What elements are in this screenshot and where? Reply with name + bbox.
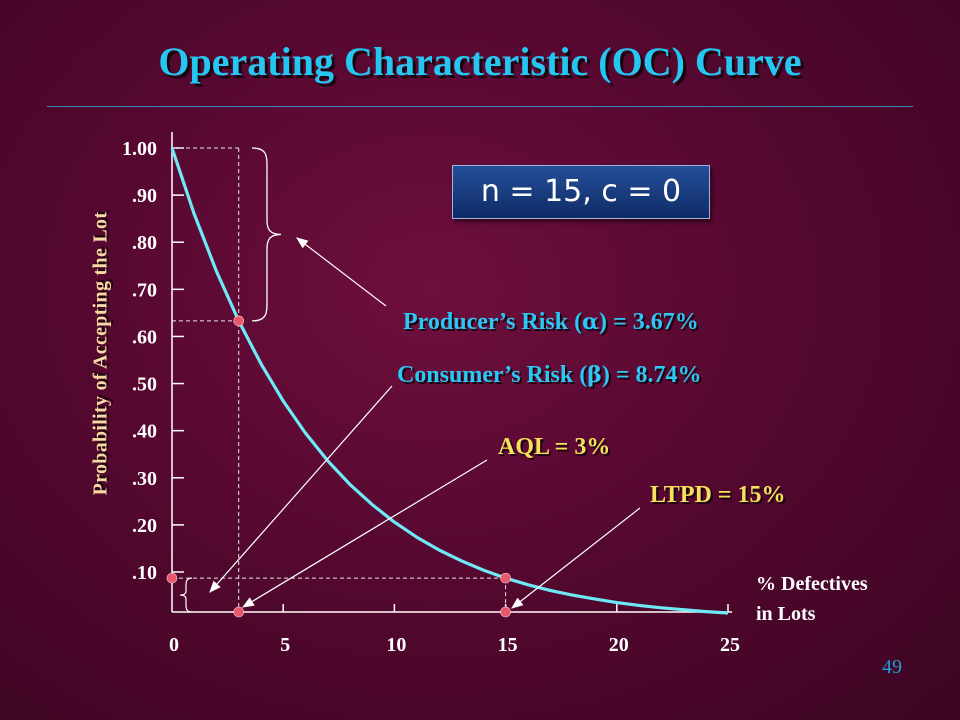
- y-tick-label: 1.00: [122, 138, 157, 160]
- consumers-risk-arrow: [209, 385, 393, 593]
- x-tick-label: 10: [386, 634, 406, 656]
- x-tick-label: 20: [609, 634, 629, 656]
- page-number: 49: [882, 656, 902, 678]
- data-marker: [233, 315, 245, 327]
- alpha-symbol: α: [582, 309, 600, 335]
- oc-curve-line: [170, 147, 729, 615]
- x-axis-label: % Defectives in Lots: [756, 569, 868, 629]
- title-divider: [47, 106, 913, 107]
- y-tick-label: .80: [132, 232, 157, 254]
- producers-risk-arrow: [296, 237, 387, 307]
- producers-risk-annotation: Producer’s Risk (α) = 3.67%: [403, 309, 699, 336]
- producers-risk-prefix: Producer’s Risk (: [403, 309, 583, 335]
- y-tick-label: .50: [132, 374, 157, 396]
- aql-arrow: [241, 459, 488, 608]
- slide-title: Operating Characteristic (OC) Curve: [158, 39, 802, 84]
- consumers-risk-suffix: ) = 8.74%: [601, 362, 702, 388]
- ltpd-arrow: [511, 507, 641, 609]
- x-tick-label: 5: [280, 634, 290, 656]
- data-marker: [500, 572, 511, 584]
- y-tick-label: .40: [132, 421, 157, 443]
- data-marker: [166, 572, 178, 584]
- y-tick-label: .10: [132, 562, 157, 584]
- x-axis-label-line-2: in Lots: [756, 603, 816, 625]
- y-tick-label: .30: [132, 468, 157, 490]
- y-tick-label: .70: [132, 279, 157, 301]
- x-tick-label: 15: [498, 634, 518, 656]
- x-tick-label: 25: [720, 634, 740, 656]
- producers-risk-suffix: ) = 3.67%: [599, 309, 699, 335]
- consumers-risk-annotation: Consumer’s Risk (β) = 8.74%: [397, 362, 702, 389]
- aql-annotation: AQL = 3%: [498, 434, 611, 460]
- y-tick-label: .20: [132, 515, 157, 537]
- x-tick-label: 0: [169, 634, 179, 656]
- beta-symbol: β: [587, 362, 602, 388]
- producers-risk-brace: [251, 147, 282, 322]
- data-marker: [233, 606, 245, 618]
- y-tick-label: .60: [132, 326, 157, 348]
- sampling-plan-box: n = 15, c = 0: [452, 165, 710, 219]
- consumers-risk-brace: [179, 577, 193, 613]
- y-axis-label: Probability of Accepting the Lot: [89, 211, 112, 496]
- x-axis-label-line-1: % Defectives: [756, 573, 868, 595]
- data-marker: [500, 606, 511, 618]
- consumers-risk-prefix: Consumer’s Risk (: [397, 362, 588, 388]
- ltpd-annotation: LTPD = 15%: [650, 482, 786, 508]
- y-tick-label: .90: [132, 185, 157, 207]
